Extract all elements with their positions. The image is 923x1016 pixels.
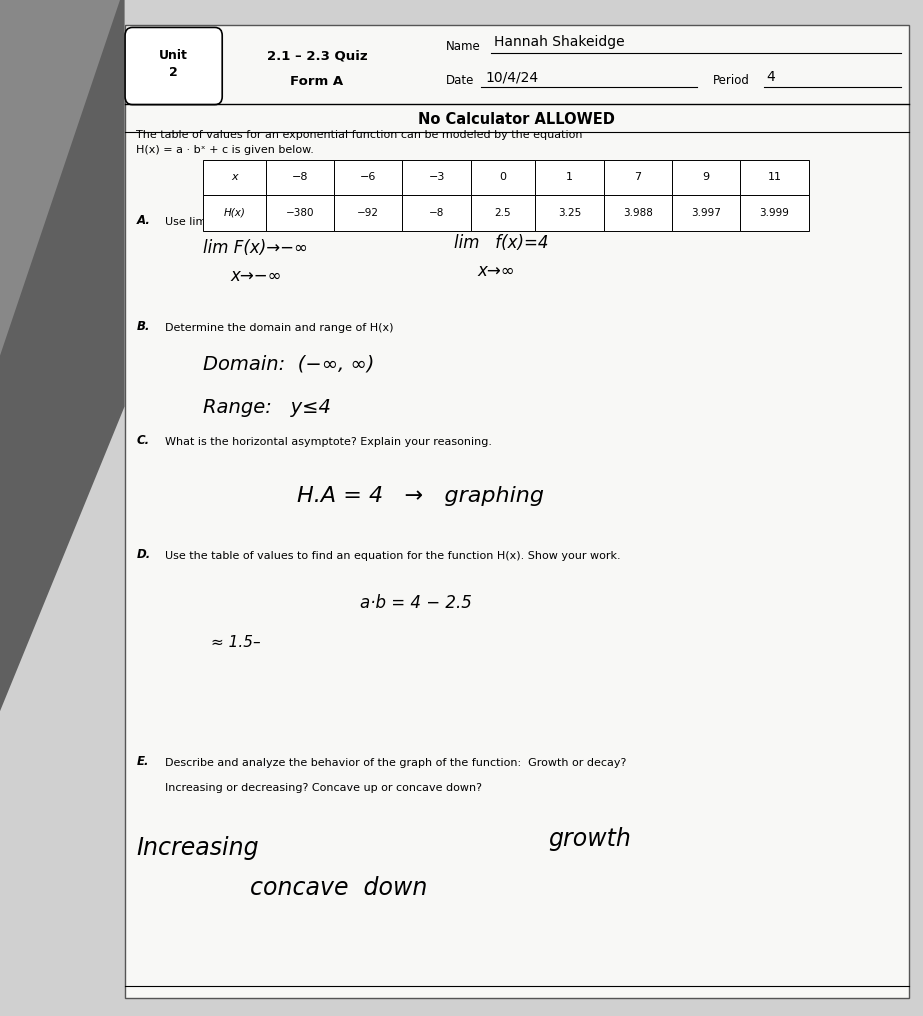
Text: Increasing or decreasing? Concave up or concave down?: Increasing or decreasing? Concave up or … xyxy=(165,783,483,793)
Polygon shape xyxy=(0,0,120,356)
Bar xyxy=(740,160,809,195)
Text: The table of values for an exponential function can be modeled by the equation: The table of values for an exponential f… xyxy=(137,130,582,140)
Text: lim   f(x)=4: lim f(x)=4 xyxy=(454,234,548,252)
Text: Increasing: Increasing xyxy=(137,835,259,860)
Text: H.A = 4   →   graphing: H.A = 4 → graphing xyxy=(297,486,545,506)
Text: Unit
2: Unit 2 xyxy=(159,49,188,79)
Bar xyxy=(334,160,402,195)
Text: A.: A. xyxy=(137,213,150,227)
Bar xyxy=(604,160,672,195)
Text: Domain:  (−∞, ∞): Domain: (−∞, ∞) xyxy=(203,355,375,374)
FancyBboxPatch shape xyxy=(126,27,222,105)
Text: C.: C. xyxy=(137,434,150,447)
Text: 0: 0 xyxy=(499,173,507,182)
Text: x: x xyxy=(231,173,238,182)
Text: D.: D. xyxy=(137,548,150,561)
Bar xyxy=(266,160,334,195)
Text: ≈ 1.5–: ≈ 1.5– xyxy=(210,635,260,650)
Text: −8: −8 xyxy=(292,173,308,182)
Text: 3.988: 3.988 xyxy=(623,208,653,217)
Text: Date: Date xyxy=(446,74,474,87)
Bar xyxy=(471,195,535,231)
Text: growth: growth xyxy=(548,827,631,851)
Text: 3.997: 3.997 xyxy=(691,208,721,217)
Text: No Calculator ALLOWED: No Calculator ALLOWED xyxy=(418,113,616,127)
Text: −3: −3 xyxy=(428,173,445,182)
Text: −380: −380 xyxy=(286,208,314,217)
Bar xyxy=(672,195,740,231)
Text: 9: 9 xyxy=(702,173,710,182)
Text: Use limit notation to state the end behavior for the function.: Use limit notation to state the end beha… xyxy=(165,216,503,227)
Text: What is the horizontal asymptote? Explain your reasoning.: What is the horizontal asymptote? Explai… xyxy=(165,437,492,447)
Bar xyxy=(334,195,402,231)
Text: Name: Name xyxy=(446,40,481,53)
FancyBboxPatch shape xyxy=(125,25,909,998)
Text: concave  down: concave down xyxy=(250,876,427,900)
Text: Hannah Shakeidge: Hannah Shakeidge xyxy=(494,35,625,49)
Text: 1: 1 xyxy=(566,173,573,182)
Text: H(x): H(x) xyxy=(223,208,246,217)
Text: a·b = 4 − 2.5: a·b = 4 − 2.5 xyxy=(360,593,472,612)
Text: −6: −6 xyxy=(360,173,377,182)
Text: 3.999: 3.999 xyxy=(760,208,789,217)
Text: x→−∞: x→−∞ xyxy=(231,267,282,285)
Bar xyxy=(203,195,266,231)
Text: Determine the domain and range of H(x): Determine the domain and range of H(x) xyxy=(165,323,394,333)
Bar xyxy=(740,195,809,231)
Bar xyxy=(471,160,535,195)
Text: Period: Period xyxy=(713,74,749,87)
Polygon shape xyxy=(0,0,125,711)
Text: Use the table of values to find an equation for the function H(x). Show your wor: Use the table of values to find an equat… xyxy=(165,551,621,561)
Text: lim F(x)→−∞: lim F(x)→−∞ xyxy=(203,239,308,257)
Text: 2.5: 2.5 xyxy=(495,208,511,217)
Bar xyxy=(604,195,672,231)
Text: H(x) = a · bˣ + c is given below.: H(x) = a · bˣ + c is given below. xyxy=(137,145,314,155)
Text: −92: −92 xyxy=(357,208,379,217)
Bar xyxy=(402,160,471,195)
Text: 11: 11 xyxy=(767,173,782,182)
Text: 10/4/24: 10/4/24 xyxy=(485,70,538,84)
Text: x→∞: x→∞ xyxy=(478,262,515,280)
Text: 7: 7 xyxy=(634,173,641,182)
Text: Describe and analyze the behavior of the graph of the function:  Growth or decay: Describe and analyze the behavior of the… xyxy=(165,758,627,768)
Text: B.: B. xyxy=(137,320,150,333)
Text: 4: 4 xyxy=(766,70,775,84)
Bar xyxy=(402,195,471,231)
Bar xyxy=(535,160,604,195)
Text: −8: −8 xyxy=(429,208,444,217)
Bar xyxy=(672,160,740,195)
Bar xyxy=(266,195,334,231)
Text: E.: E. xyxy=(137,755,149,768)
Text: Form A: Form A xyxy=(290,75,343,87)
Text: 3.25: 3.25 xyxy=(557,208,581,217)
Bar xyxy=(535,195,604,231)
Text: Range:   y≤4: Range: y≤4 xyxy=(203,397,331,417)
Bar xyxy=(203,160,266,195)
Text: 2.1 – 2.3 Quiz: 2.1 – 2.3 Quiz xyxy=(267,50,367,62)
